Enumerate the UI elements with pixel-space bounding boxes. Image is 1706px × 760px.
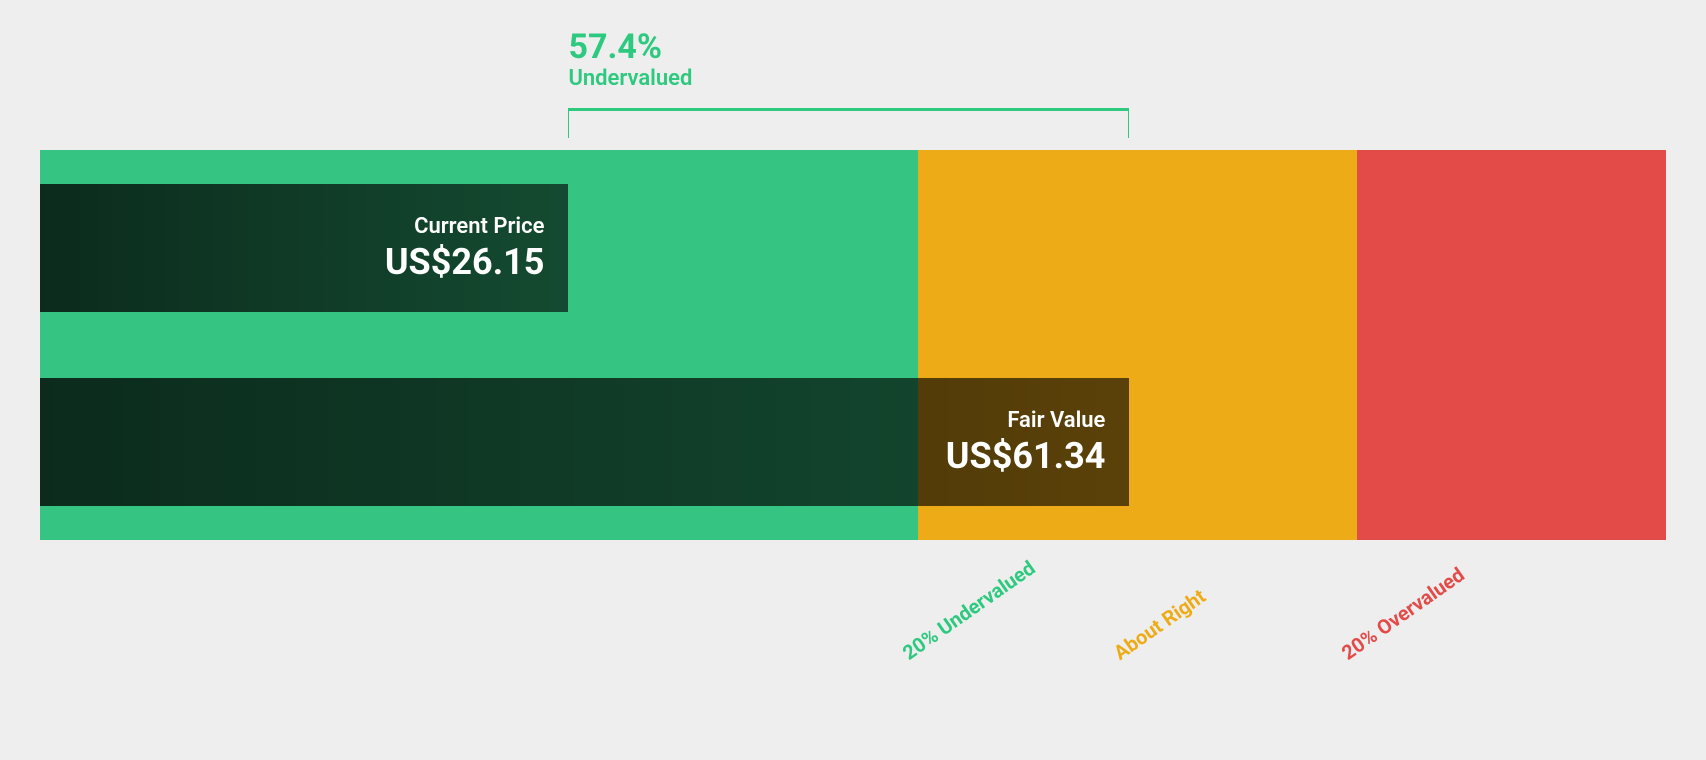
axis-label-overvalued: 20% Overvalued	[1337, 562, 1469, 664]
callout-label: Undervalued	[568, 66, 692, 91]
band-area: Current Price US$26.15 Fair Value US$61.…	[40, 150, 1666, 540]
current-price-bar: Current Price US$26.15	[40, 184, 568, 312]
axis-label-about-right: About Right	[1109, 584, 1210, 665]
callout-percent: 57.4%	[568, 30, 692, 64]
undervalued-callout: 57.4% Undervalued	[568, 30, 692, 91]
fair-value-bar: Fair Value US$61.34	[40, 378, 1129, 506]
band-overvalued	[1357, 150, 1666, 540]
current-price-label: Current Price	[385, 214, 545, 239]
current-price-value: US$26.15	[385, 241, 545, 283]
valuation-chart: 57.4% Undervalued Current Price US$26.15…	[40, 30, 1666, 730]
fair-value-value: US$61.34	[946, 435, 1106, 477]
callout-bracket	[568, 108, 1129, 111]
fair-value-label: Fair Value	[946, 408, 1106, 433]
axis-label-undervalued: 20% Undervalued	[898, 556, 1039, 665]
